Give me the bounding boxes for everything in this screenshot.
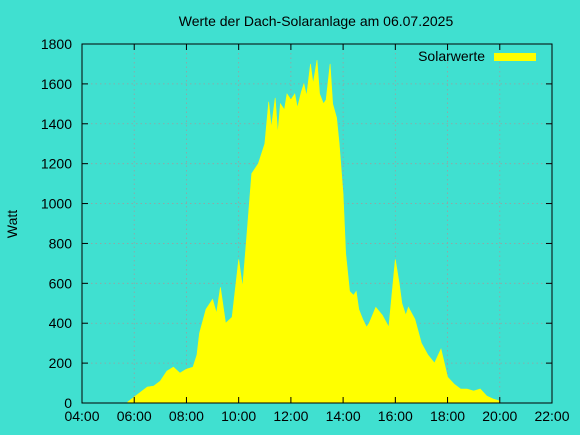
series-area-solarwerte <box>127 59 501 404</box>
y-axis-label: Watt <box>4 210 20 238</box>
x-tick-label: 20:00 <box>482 408 517 424</box>
legend-label: Solarwerte <box>418 48 485 64</box>
x-tick-label: 16:00 <box>378 408 413 424</box>
x-tick-label: 06:00 <box>117 408 152 424</box>
tick-marks <box>81 43 553 404</box>
x-tick-label: 18:00 <box>430 408 465 424</box>
y-tick-label: 1200 <box>41 156 72 172</box>
y-tick-label: 0 <box>64 395 72 411</box>
x-tick-label: 08:00 <box>169 408 204 424</box>
y-tick-label: 400 <box>49 315 73 331</box>
x-tick-label: 10:00 <box>221 408 256 424</box>
series-area-layer <box>127 59 501 404</box>
y-tick-label: 1000 <box>41 196 72 212</box>
y-tick-label: 200 <box>49 355 73 371</box>
x-tick-label: 12:00 <box>273 408 308 424</box>
y-tick-label: 1400 <box>41 116 72 132</box>
x-tick-labels: 04:00 06:00 08:00 10:00 12:00 14:00 16:00 18:00… <box>64 408 569 424</box>
x-tick-label: 04:00 <box>64 408 99 424</box>
x-tick-label: 22:00 <box>534 408 569 424</box>
x-tick-label: 14:00 <box>326 408 361 424</box>
legend-swatch <box>494 53 536 61</box>
plot-frame <box>81 43 553 404</box>
chart-title: Werte der Dach-Solaranlage am 06.07.2025 <box>179 13 454 29</box>
y-tick-labels: 0 200 400 600 800 1000 1200 1400 1600 1800 <box>41 36 72 411</box>
y-tick-label: 600 <box>49 275 73 291</box>
y-tick-label: 800 <box>49 235 73 251</box>
legend: Solarwerte <box>418 48 536 64</box>
y-tick-label: 1800 <box>41 36 72 52</box>
y-tick-label: 1600 <box>41 76 72 92</box>
